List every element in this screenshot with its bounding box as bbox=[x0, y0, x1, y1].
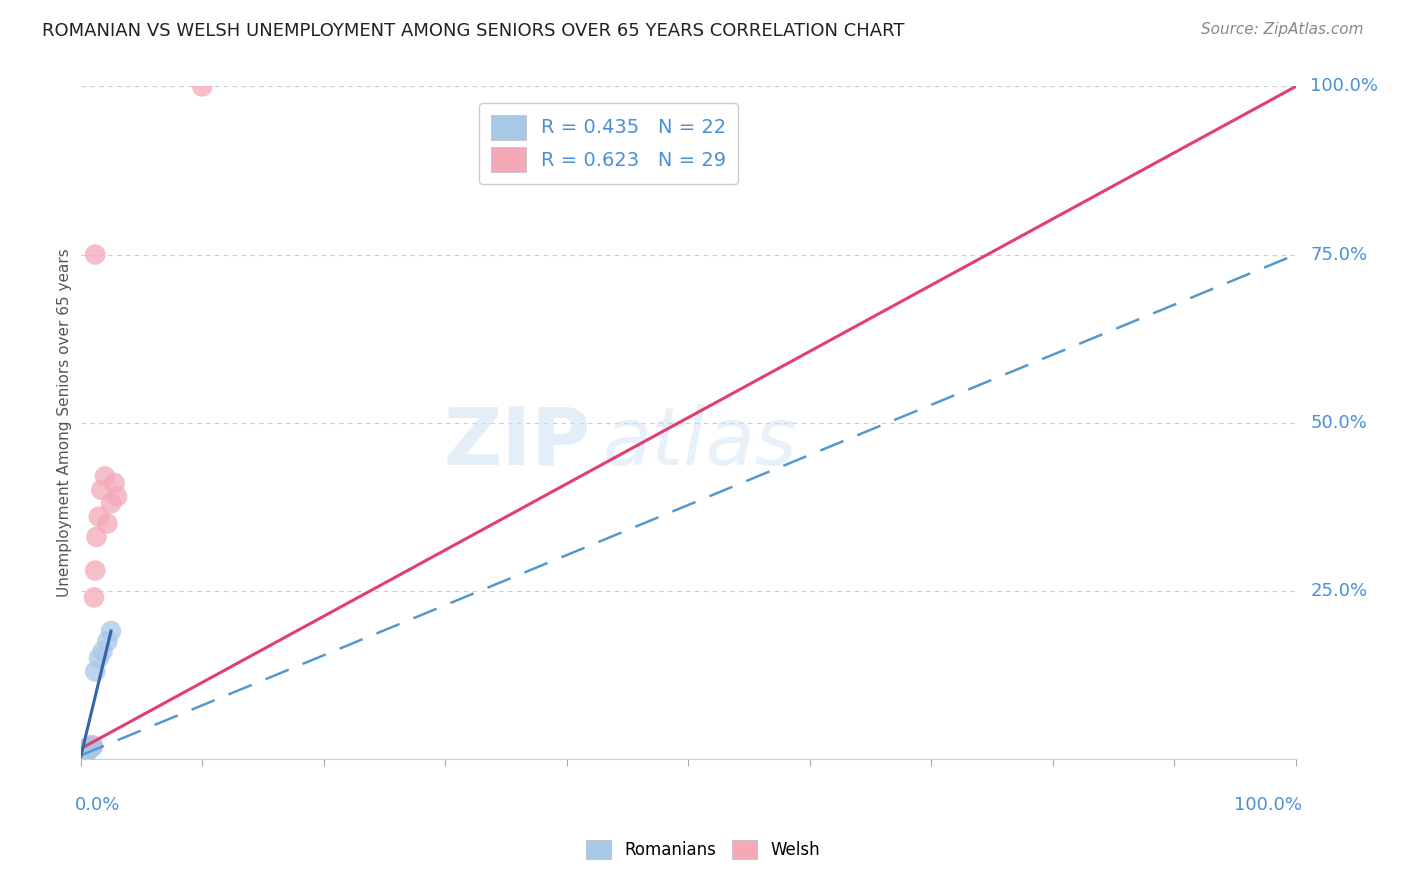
Point bbox=[76, 741, 98, 756]
Point bbox=[76, 741, 98, 756]
Point bbox=[100, 496, 122, 510]
Point bbox=[84, 665, 107, 679]
Point bbox=[83, 591, 105, 605]
Text: 0.0%: 0.0% bbox=[75, 796, 120, 814]
Text: 100.0%: 100.0% bbox=[1310, 78, 1378, 95]
Text: atlas: atlas bbox=[603, 404, 799, 482]
Point bbox=[76, 744, 98, 758]
Point bbox=[72, 745, 94, 759]
Point bbox=[191, 79, 214, 94]
Point bbox=[75, 745, 97, 759]
Point bbox=[70, 747, 93, 761]
Point bbox=[73, 747, 96, 761]
Legend: R = 0.435   N = 22, R = 0.623   N = 29: R = 0.435 N = 22, R = 0.623 N = 29 bbox=[479, 103, 738, 184]
Point bbox=[73, 744, 96, 758]
Point bbox=[80, 739, 103, 753]
Text: Source: ZipAtlas.com: Source: ZipAtlas.com bbox=[1201, 22, 1364, 37]
Point bbox=[100, 624, 122, 638]
Point bbox=[72, 747, 94, 761]
Point bbox=[73, 745, 96, 759]
Point bbox=[72, 747, 94, 762]
Point bbox=[69, 748, 91, 763]
Point bbox=[90, 483, 112, 497]
Point bbox=[77, 742, 100, 756]
Point bbox=[77, 742, 100, 756]
Text: 100.0%: 100.0% bbox=[1234, 796, 1302, 814]
Point bbox=[84, 247, 107, 261]
Text: ZIP: ZIP bbox=[444, 404, 591, 482]
Point bbox=[69, 749, 91, 764]
Point bbox=[70, 748, 93, 763]
Legend: Romanians, Welsh: Romanians, Welsh bbox=[579, 833, 827, 866]
Point bbox=[87, 651, 110, 665]
Point bbox=[69, 749, 91, 764]
Point bbox=[79, 741, 101, 756]
Point bbox=[77, 744, 100, 758]
Text: 25.0%: 25.0% bbox=[1310, 582, 1368, 599]
Point bbox=[69, 748, 91, 763]
Text: 75.0%: 75.0% bbox=[1310, 245, 1368, 263]
Point bbox=[70, 749, 93, 764]
Point bbox=[70, 747, 93, 762]
Point bbox=[70, 747, 93, 761]
Point bbox=[82, 739, 104, 754]
Point bbox=[84, 564, 107, 578]
Point bbox=[76, 745, 98, 759]
Point bbox=[105, 490, 128, 504]
Point bbox=[104, 476, 127, 491]
Point bbox=[96, 634, 118, 648]
Point bbox=[82, 739, 104, 753]
Point bbox=[91, 644, 114, 658]
Y-axis label: Unemployment Among Seniors over 65 years: Unemployment Among Seniors over 65 years bbox=[58, 248, 72, 597]
Point bbox=[87, 509, 110, 524]
Point bbox=[86, 530, 108, 544]
Point bbox=[77, 739, 100, 754]
Text: ROMANIAN VS WELSH UNEMPLOYMENT AMONG SENIORS OVER 65 YEARS CORRELATION CHART: ROMANIAN VS WELSH UNEMPLOYMENT AMONG SEN… bbox=[42, 22, 904, 40]
Point bbox=[94, 469, 117, 483]
Point bbox=[73, 747, 96, 761]
Point bbox=[72, 748, 94, 763]
Point bbox=[69, 750, 91, 764]
Text: 50.0%: 50.0% bbox=[1310, 414, 1367, 432]
Point bbox=[96, 516, 118, 531]
Point bbox=[79, 741, 101, 756]
Point bbox=[75, 744, 97, 758]
Point bbox=[70, 745, 93, 759]
